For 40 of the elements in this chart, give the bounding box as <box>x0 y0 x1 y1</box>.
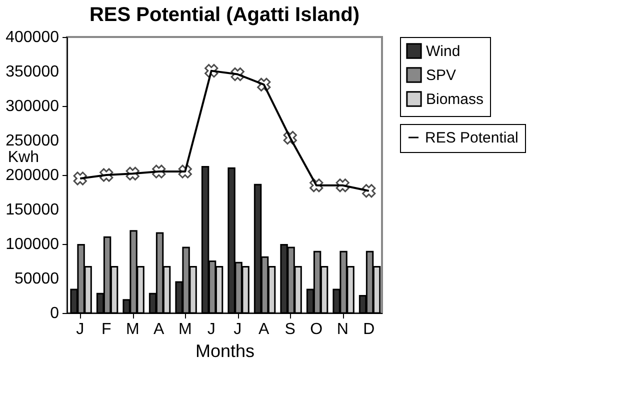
x-tick-label: M <box>126 321 140 338</box>
y-tick-label: 100000 <box>6 236 60 253</box>
x-tick-label: F <box>101 321 112 338</box>
x-tick-label: N <box>336 321 348 338</box>
x-tick-label: D <box>363 321 375 338</box>
x-tick-label: A <box>258 321 270 338</box>
x-tick-label: J <box>76 321 84 338</box>
y-tick-label: 350000 <box>6 64 60 80</box>
y-tick-label: 150000 <box>6 202 60 218</box>
y-tick-label: 250000 <box>6 132 60 150</box>
point <box>204 64 218 78</box>
x-tick-label: M <box>178 321 192 338</box>
x-tick-label: O <box>310 321 323 338</box>
y-tick-label: 50000 <box>14 270 60 288</box>
x-tick-label: S <box>284 321 296 338</box>
x-axis-title: Months <box>195 341 255 361</box>
point <box>73 172 87 186</box>
legend-label: Biomass <box>426 91 484 108</box>
x-tick-label: J <box>207 321 216 338</box>
y-tick-label: 300000 <box>6 98 60 115</box>
point <box>152 164 166 178</box>
point <box>362 184 376 198</box>
point <box>310 178 324 192</box>
point <box>283 130 297 145</box>
y-tick-label: 400000 <box>6 29 60 46</box>
point <box>230 67 244 82</box>
x-tick-label: J <box>234 321 242 338</box>
legend-label: SPV <box>426 67 456 84</box>
y-tick-label: 0 <box>50 305 60 322</box>
chart-title: RES Potential (Agatti Island) <box>89 4 360 26</box>
point <box>178 164 192 178</box>
point <box>100 168 114 182</box>
x-tick-label: A <box>154 321 165 338</box>
legend-label: Wind <box>426 43 460 60</box>
point <box>257 78 271 92</box>
point <box>336 178 350 192</box>
y-axis-title: Kwh <box>8 149 39 166</box>
point <box>126 166 140 180</box>
legend-label: RES Potential <box>425 130 518 146</box>
y-tick-label: 200000 <box>6 167 60 184</box>
